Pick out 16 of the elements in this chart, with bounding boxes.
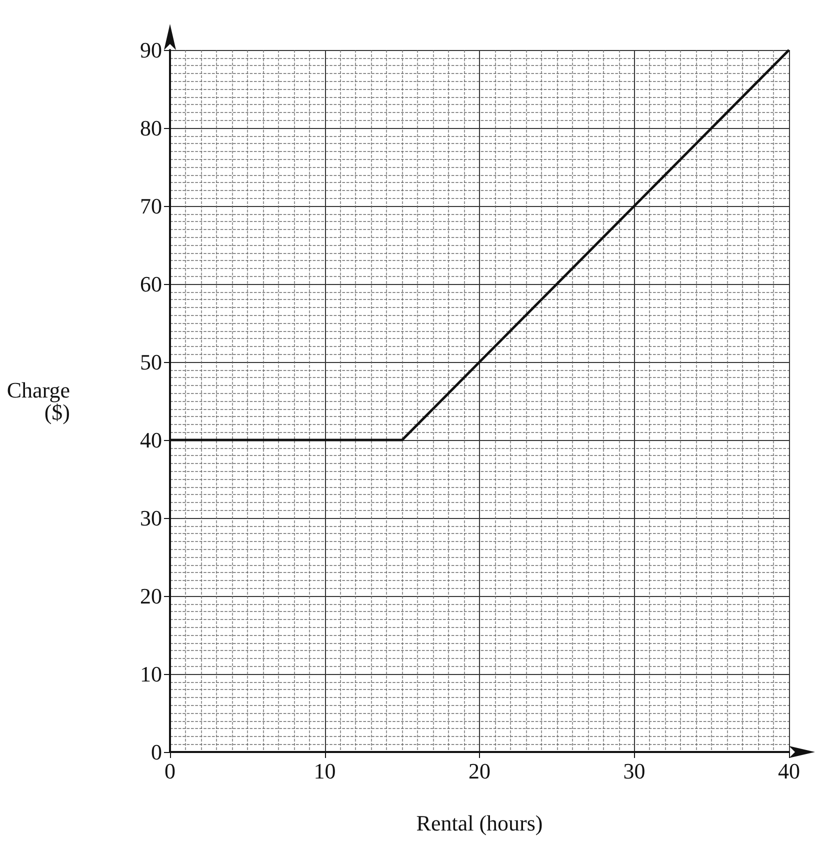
x-axis-title: Rental (hours) xyxy=(416,810,543,836)
y-tick-label: 90 xyxy=(140,38,162,62)
x-tick-label: 40 xyxy=(778,758,800,784)
y-axis-title: Charge ($) xyxy=(6,378,70,424)
y-tick-label: 0 xyxy=(151,740,162,764)
y-tick-label: 40 xyxy=(140,428,162,452)
x-tick-label: 10 xyxy=(314,758,336,784)
y-tick-label: 80 xyxy=(140,116,162,140)
x-tick-label: 20 xyxy=(468,758,490,784)
x-tick-label: 30 xyxy=(623,758,646,784)
y-tick-label: 10 xyxy=(140,662,162,686)
y-tick-label: 20 xyxy=(140,584,162,608)
y-tick-label: 30 xyxy=(140,506,162,530)
y-tick-label: 70 xyxy=(140,194,162,218)
y-tick-label: 50 xyxy=(140,350,162,374)
y-tick-label: 60 xyxy=(140,272,162,296)
